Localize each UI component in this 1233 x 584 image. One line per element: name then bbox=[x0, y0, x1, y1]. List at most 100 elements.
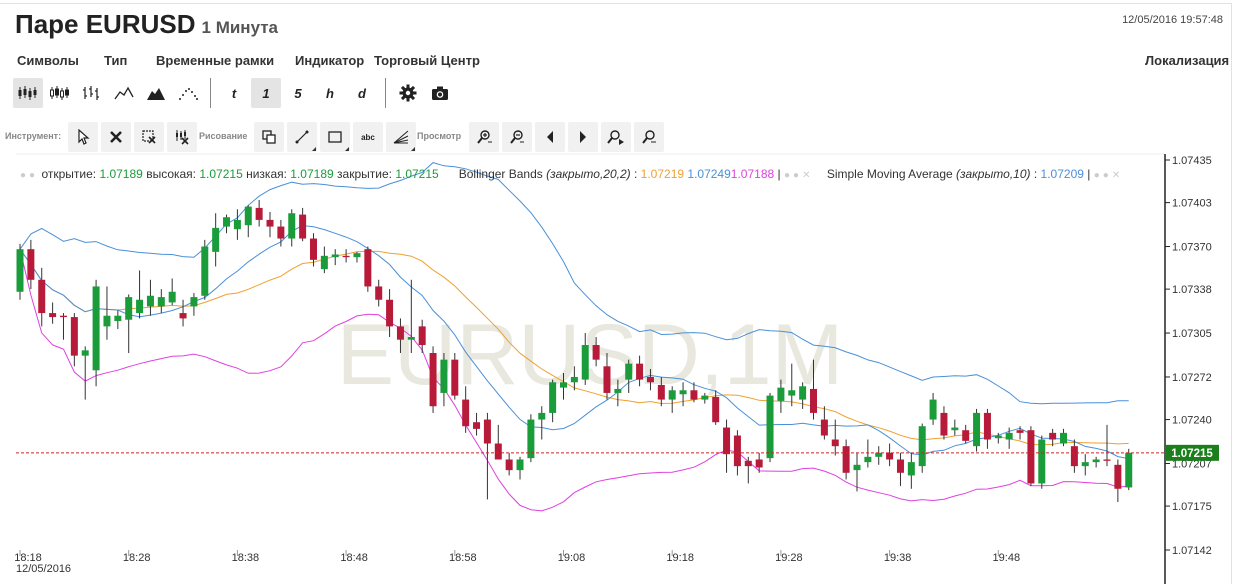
bb-lower-value: 1.07188 bbox=[730, 167, 775, 181]
candle bbox=[157, 289, 165, 314]
y-tick-label: 1.07370 bbox=[1172, 242, 1212, 254]
camera-icon[interactable] bbox=[425, 78, 455, 108]
candle-body bbox=[375, 286, 383, 300]
candle-body bbox=[581, 345, 589, 380]
candle-body bbox=[1005, 432, 1013, 440]
area-chart-icon[interactable] bbox=[141, 78, 171, 108]
candle bbox=[407, 279, 415, 354]
scroll-right-icon[interactable] bbox=[568, 122, 598, 152]
timeframe-1m-button[interactable]: 1 bbox=[251, 78, 281, 108]
candle-body bbox=[353, 253, 361, 258]
candlestick-chart-icon[interactable] bbox=[13, 78, 43, 108]
hollow-candle-chart-icon[interactable] bbox=[45, 78, 75, 108]
clear-all-icon[interactable] bbox=[167, 122, 197, 152]
candle-body bbox=[342, 255, 350, 258]
timeframe-hour-button[interactable]: h bbox=[326, 85, 334, 101]
trendline-icon[interactable] bbox=[287, 122, 317, 152]
dot-chart-icon[interactable] bbox=[173, 78, 203, 108]
x-tick-label: 18:18 bbox=[14, 552, 42, 564]
timeframe-day-button[interactable]: d bbox=[358, 85, 366, 101]
delete-icon[interactable] bbox=[101, 122, 131, 152]
frame-right bbox=[1231, 3, 1232, 584]
menu-type[interactable]: Тип bbox=[104, 53, 128, 68]
bb-upper-value: 1.07249 bbox=[687, 167, 731, 181]
candle bbox=[179, 299, 187, 327]
candle-body bbox=[407, 337, 415, 340]
candle bbox=[690, 382, 698, 403]
candle bbox=[266, 211, 274, 238]
candle bbox=[636, 355, 644, 387]
candle bbox=[1049, 428, 1057, 447]
rectangle-icon[interactable] bbox=[320, 122, 350, 152]
candle-body bbox=[212, 227, 220, 252]
candle-body bbox=[494, 443, 502, 460]
menu-trading-center[interactable]: Торговый Центр bbox=[374, 53, 480, 68]
candle-body bbox=[853, 464, 861, 471]
menu-timeframes[interactable]: Временные рамки bbox=[156, 53, 275, 68]
zoom-fit-icon[interactable] bbox=[601, 122, 631, 152]
candle-body bbox=[983, 412, 991, 440]
bb-separator: | bbox=[777, 167, 781, 181]
eye-icon[interactable]: ●● bbox=[20, 170, 39, 181]
candle-body bbox=[570, 376, 578, 383]
timeframe-5m-button[interactable]: 5 bbox=[294, 85, 302, 101]
candle bbox=[223, 214, 231, 234]
candle-body bbox=[820, 419, 828, 436]
fibonacci-fan-icon[interactable] bbox=[386, 122, 416, 152]
candle bbox=[929, 392, 937, 425]
candle-body bbox=[473, 422, 481, 429]
line-chart-icon[interactable] bbox=[109, 78, 139, 108]
bb-settings-icon[interactable]: ●●✕ bbox=[784, 170, 814, 181]
candle-body bbox=[679, 390, 687, 395]
price-chart[interactable]: EURUSD,1M 1.074351.074031.073701.073381.… bbox=[0, 150, 1233, 584]
page-title: Паре EURUSD 1 Минута bbox=[15, 9, 278, 40]
select-delete-icon[interactable] bbox=[134, 122, 164, 152]
candle-body bbox=[962, 430, 970, 441]
candle-body bbox=[288, 213, 296, 239]
high-value: 1.07215 bbox=[199, 167, 243, 181]
candle-body bbox=[255, 207, 263, 220]
candle-body bbox=[92, 286, 100, 371]
candle bbox=[386, 289, 394, 338]
y-tick-label: 1.07338 bbox=[1172, 284, 1212, 296]
candle-body bbox=[190, 297, 198, 307]
candle bbox=[614, 379, 622, 407]
candle-body bbox=[440, 359, 448, 393]
timeframe-subtitle: 1 Минута bbox=[201, 18, 279, 37]
candle-body bbox=[1070, 446, 1078, 467]
menu-localization[interactable]: Локализация bbox=[1145, 53, 1230, 68]
candle-body bbox=[940, 412, 948, 436]
copy-icon[interactable] bbox=[254, 122, 284, 152]
y-tick-label: 1.07240 bbox=[1172, 415, 1212, 427]
timeframe-tick-button[interactable]: t bbox=[231, 85, 237, 101]
scroll-left-icon[interactable] bbox=[535, 122, 565, 152]
candle-body bbox=[201, 246, 209, 296]
ohlc-bar-chart-icon[interactable] bbox=[77, 78, 107, 108]
candle-body bbox=[1103, 459, 1111, 461]
candle bbox=[418, 319, 426, 354]
sma-value: 1.07209 bbox=[1040, 167, 1084, 181]
cursor-icon[interactable] bbox=[68, 122, 98, 152]
zoom-out-icon[interactable] bbox=[502, 122, 532, 152]
zoom-reset-icon[interactable] bbox=[634, 122, 664, 152]
candle-body bbox=[603, 366, 611, 393]
candle-body bbox=[929, 399, 937, 420]
candle bbox=[244, 205, 252, 238]
candle-body bbox=[733, 435, 741, 467]
candle-body bbox=[125, 297, 133, 320]
text-tool-button[interactable]: abc bbox=[353, 122, 383, 152]
gear-icon[interactable] bbox=[393, 78, 423, 108]
candle bbox=[103, 286, 111, 340]
sma-settings-icon[interactable]: ●●✕ bbox=[1093, 170, 1124, 181]
candle-body bbox=[896, 459, 904, 473]
zoom-in-icon[interactable] bbox=[469, 122, 499, 152]
candle bbox=[657, 376, 665, 407]
candle-body bbox=[451, 359, 459, 396]
candle bbox=[646, 368, 654, 391]
candle-body bbox=[277, 226, 285, 239]
high-label: высокая: bbox=[146, 167, 197, 181]
menu-indicator[interactable]: Индикатор bbox=[295, 53, 365, 68]
sma-params: (закрыто,10) bbox=[956, 167, 1031, 181]
menu-symbols[interactable]: Символы bbox=[17, 53, 79, 68]
candle bbox=[505, 452, 513, 476]
